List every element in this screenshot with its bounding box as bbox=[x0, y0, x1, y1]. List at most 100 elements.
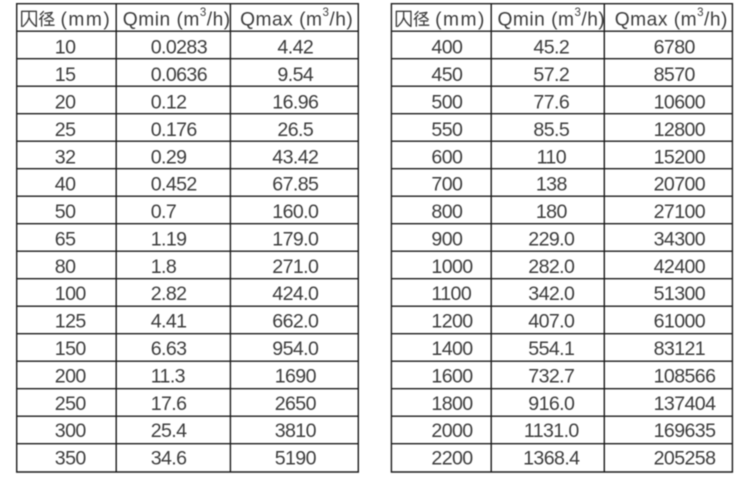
svg-text:6.63: 6.63 bbox=[151, 338, 187, 360]
svg-text:2200: 2200 bbox=[431, 448, 473, 470]
svg-text:16.96: 16.96 bbox=[272, 91, 319, 113]
svg-text:65: 65 bbox=[55, 228, 76, 250]
svg-text:550: 550 bbox=[431, 119, 463, 141]
svg-text:42400: 42400 bbox=[654, 256, 706, 278]
svg-text:1000: 1000 bbox=[431, 256, 473, 278]
svg-text:34300: 34300 bbox=[654, 228, 706, 250]
svg-text:34.6: 34.6 bbox=[151, 448, 187, 470]
svg-text:282.0: 282.0 bbox=[528, 256, 575, 278]
svg-text:407.0: 407.0 bbox=[528, 311, 575, 333]
svg-text:10600: 10600 bbox=[654, 91, 706, 113]
svg-text:450: 450 bbox=[431, 64, 463, 86]
svg-text:342.0: 342.0 bbox=[528, 283, 575, 305]
svg-text:1400: 1400 bbox=[431, 338, 473, 360]
svg-text:15: 15 bbox=[55, 64, 76, 86]
svg-text:40: 40 bbox=[55, 174, 76, 196]
svg-text:10: 10 bbox=[55, 37, 76, 59]
svg-text:108566: 108566 bbox=[654, 365, 716, 387]
svg-text:43.42: 43.42 bbox=[272, 146, 318, 168]
svg-text:83121: 83121 bbox=[654, 338, 706, 360]
svg-text:26.5: 26.5 bbox=[277, 119, 313, 141]
svg-text:662.0: 662.0 bbox=[272, 311, 319, 333]
svg-text:300: 300 bbox=[55, 420, 87, 442]
svg-text:20: 20 bbox=[55, 91, 76, 113]
svg-text:67.85: 67.85 bbox=[272, 174, 319, 196]
svg-text:61000: 61000 bbox=[654, 311, 706, 333]
svg-text:0.12: 0.12 bbox=[151, 91, 187, 113]
svg-text:(mm): (mm) bbox=[61, 9, 112, 30]
svg-text:Qmin (m3/h): Qmin (m3/h) bbox=[123, 7, 231, 30]
svg-text:15200: 15200 bbox=[654, 146, 706, 168]
svg-text:1690: 1690 bbox=[275, 365, 317, 387]
svg-text:25.4: 25.4 bbox=[151, 420, 187, 442]
svg-text:80: 80 bbox=[55, 256, 76, 278]
svg-text:1600: 1600 bbox=[431, 365, 473, 387]
svg-text:180: 180 bbox=[536, 201, 568, 223]
svg-text:554.1: 554.1 bbox=[528, 338, 574, 360]
svg-text:110: 110 bbox=[537, 146, 567, 168]
svg-text:51300: 51300 bbox=[654, 283, 706, 305]
svg-text:169635: 169635 bbox=[654, 420, 716, 442]
svg-text:Qmax (m3/h): Qmax (m3/h) bbox=[615, 7, 728, 30]
svg-text:125: 125 bbox=[55, 311, 87, 333]
svg-text:954.0: 954.0 bbox=[272, 338, 319, 360]
svg-text:85.5: 85.5 bbox=[533, 119, 569, 141]
svg-text:100: 100 bbox=[55, 283, 87, 305]
svg-text:271.0: 271.0 bbox=[272, 256, 319, 278]
svg-text:0.452: 0.452 bbox=[151, 174, 197, 196]
svg-text:600: 600 bbox=[431, 146, 463, 168]
svg-text:77.6: 77.6 bbox=[533, 91, 569, 113]
svg-text:3810: 3810 bbox=[275, 420, 317, 442]
svg-text:9.54: 9.54 bbox=[277, 64, 313, 86]
svg-text:Qmax (m3/h): Qmax (m3/h) bbox=[240, 7, 353, 30]
svg-text:27100: 27100 bbox=[654, 201, 706, 223]
svg-text:424.0: 424.0 bbox=[272, 283, 319, 305]
svg-text:800: 800 bbox=[431, 201, 463, 223]
svg-text:25: 25 bbox=[55, 119, 76, 141]
svg-text:57.2: 57.2 bbox=[533, 64, 569, 86]
svg-text:Qmin (m3/h): Qmin (m3/h) bbox=[497, 7, 605, 30]
svg-text:1800: 1800 bbox=[431, 393, 473, 415]
svg-text:17.6: 17.6 bbox=[151, 393, 187, 415]
svg-text:32: 32 bbox=[55, 146, 76, 168]
svg-text:400: 400 bbox=[431, 37, 463, 59]
svg-text:350: 350 bbox=[55, 448, 87, 470]
svg-text:12800: 12800 bbox=[654, 119, 706, 141]
svg-text:179.0: 179.0 bbox=[272, 228, 319, 250]
svg-text:137404: 137404 bbox=[654, 393, 716, 415]
svg-text:205258: 205258 bbox=[654, 448, 716, 470]
svg-text:20700: 20700 bbox=[654, 174, 706, 196]
svg-text:45.2: 45.2 bbox=[533, 37, 569, 59]
svg-text:200: 200 bbox=[55, 365, 87, 387]
svg-text:2.82: 2.82 bbox=[151, 283, 187, 305]
svg-text:916.0: 916.0 bbox=[528, 393, 575, 415]
svg-text:11.3: 11.3 bbox=[151, 365, 186, 387]
svg-text:(mm): (mm) bbox=[435, 9, 486, 30]
svg-text:1131.0: 1131.0 bbox=[524, 420, 580, 442]
svg-text:0.29: 0.29 bbox=[151, 146, 187, 168]
svg-text:1.8: 1.8 bbox=[151, 256, 177, 278]
svg-text:2000: 2000 bbox=[431, 420, 473, 442]
svg-text:0.0283: 0.0283 bbox=[151, 37, 208, 59]
svg-text:1.19: 1.19 bbox=[151, 228, 187, 250]
svg-text:700: 700 bbox=[431, 174, 463, 196]
svg-text:2650: 2650 bbox=[275, 393, 317, 415]
svg-text:0.7: 0.7 bbox=[151, 201, 176, 223]
svg-text:1368.4: 1368.4 bbox=[523, 448, 580, 470]
svg-text:8570: 8570 bbox=[654, 64, 696, 86]
svg-text:138: 138 bbox=[536, 174, 568, 196]
svg-text:160.0: 160.0 bbox=[272, 201, 319, 223]
svg-text:50: 50 bbox=[55, 201, 76, 223]
svg-text:6780: 6780 bbox=[654, 37, 696, 59]
svg-text:900: 900 bbox=[431, 228, 463, 250]
svg-text:732.7: 732.7 bbox=[528, 365, 574, 387]
svg-text:500: 500 bbox=[431, 91, 463, 113]
svg-text:1200: 1200 bbox=[431, 311, 473, 333]
svg-text:229.0: 229.0 bbox=[528, 228, 575, 250]
svg-text:150: 150 bbox=[55, 338, 87, 360]
svg-text:5190: 5190 bbox=[275, 448, 317, 470]
svg-text:0.176: 0.176 bbox=[151, 119, 198, 141]
svg-text:1100: 1100 bbox=[431, 283, 471, 305]
svg-text:0.0636: 0.0636 bbox=[151, 64, 208, 86]
svg-text:250: 250 bbox=[55, 393, 87, 415]
